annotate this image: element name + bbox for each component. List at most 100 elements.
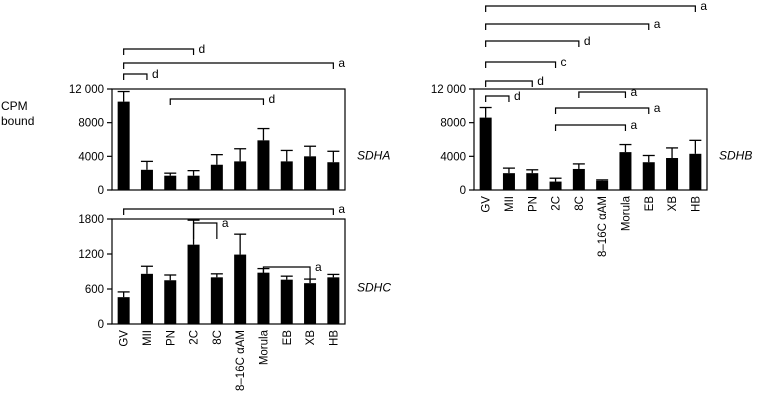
- sdhc-bar-gv: [117, 297, 130, 324]
- sdhb-significance-bracket: [485, 23, 650, 30]
- sdhb-significance-letter: a: [700, 0, 707, 13]
- sdha-significance-bracket: [169, 98, 265, 105]
- sdhc-category-label-2c: 2C: [189, 330, 201, 345]
- sdhc-plot-frame: [111, 218, 346, 325]
- sdhc-bar-xb: [304, 283, 317, 324]
- sdhc-bar-2c: [187, 244, 200, 324]
- sdhb-plot-frame: [473, 88, 708, 191]
- sdha-bar-8c: [210, 164, 223, 190]
- sdhc-y-tick-label: 1800: [78, 214, 104, 226]
- sdhb-bar-2c: [549, 181, 562, 190]
- y-axis-label-line1: CPM: [1, 99, 28, 113]
- sdhb-bar-hb: [689, 153, 702, 190]
- sdhc-bar-8c: [210, 277, 223, 324]
- sdhb-significance-bracket: [485, 5, 696, 12]
- sdhb-significance-bracket: [578, 91, 627, 98]
- sdhb-significance-letter: a: [654, 101, 661, 115]
- sdha-bar-hb: [327, 162, 340, 190]
- sdhb-y-tick-label: 4000: [440, 151, 466, 163]
- sdhc-panel: 0 600 1200 1800 GV MII PN 2C 8C 8–16C αAM Morula EB…: [78, 202, 391, 391]
- sdhc-category-label-eb: EB: [282, 330, 294, 346]
- sdhb-bar-eb: [642, 162, 655, 190]
- sdhb-bar-8-16c-am: [596, 180, 609, 190]
- sdhb-category-label-eb: EB: [644, 196, 656, 212]
- sdhb-category-label-pn: PN: [527, 196, 539, 212]
- sdha-significance-letter: d: [199, 42, 206, 56]
- sdhb-bar-gv: [479, 117, 492, 190]
- sdhb-significance-bracket: [485, 61, 557, 68]
- sdha-significance-bracket: [123, 62, 334, 69]
- sdhc-bar-8-16c-am: [234, 254, 247, 324]
- sdhb-y-tick-label: 12 000: [431, 84, 466, 96]
- sdhc-significance-letter: a: [315, 260, 322, 274]
- sdhb-category-label-morula: Morula: [620, 195, 632, 231]
- sdhb-significance-letter: a: [630, 118, 637, 132]
- sdhb-significance-letter: d: [537, 74, 544, 88]
- sdhb-significance-letter: d: [584, 34, 591, 48]
- sdhc-category-label-gv: GV: [119, 330, 131, 347]
- sdha-y-tick-label: 0: [98, 185, 104, 197]
- sdhc-category-label-pn: PN: [165, 330, 177, 346]
- sdhc-y-tick-label: 600: [85, 284, 104, 296]
- sdha-y-tick-label: 8000: [78, 118, 104, 130]
- sdhb-category-label-xb: XB: [667, 196, 679, 212]
- sdhc-y-tick-label: 0: [98, 319, 104, 331]
- sdhc-bar-morula: [257, 272, 270, 324]
- sdhb-bar-8c: [572, 168, 585, 190]
- sdha-significance-letter: a: [338, 56, 345, 70]
- sdhb-significance-bracket: [485, 95, 510, 102]
- sdha-bar-pn: [164, 175, 177, 190]
- sdha-bar-gv: [117, 101, 130, 190]
- sdhb-category-label-hb: HB: [690, 196, 702, 212]
- sdhb-category-label-8-16c-am: 8–16C αAM: [597, 196, 609, 257]
- sdha-y-tick-label: 4000: [78, 151, 104, 163]
- sdhc-bar-eb: [280, 279, 293, 324]
- sdhc-side-label: SDHC: [357, 281, 391, 295]
- sdhc-bar-mii: [140, 273, 153, 324]
- sdhc-category-label-8c: 8C: [212, 330, 224, 345]
- sdha-panel: 0 4000 8000 12 000 SDHA d d a d: [69, 42, 391, 197]
- sdhb-bar-morula: [619, 152, 632, 190]
- sdha-significance-letter: d: [268, 92, 275, 106]
- sdha-significance-bracket: [123, 48, 195, 55]
- y-axis-label-line2: bound: [1, 114, 34, 128]
- sdhc-significance-bracket: [262, 266, 311, 283]
- sdha-bar-eb: [280, 161, 293, 190]
- sdhb-panel: 0 4000 8000 12 000 GV MII PN 2C 8C 8–16C αAM Morul…: [431, 0, 753, 257]
- sdhb-bar-mii: [502, 173, 515, 190]
- sdhc-significance-bracket: [192, 222, 218, 239]
- sdhb-category-label-8c: 8C: [574, 196, 586, 211]
- sdha-y-tick-label: 12 000: [69, 84, 104, 96]
- sdha-significance-letter: d: [152, 67, 159, 81]
- sdhc-y-tick-label: 1200: [78, 249, 104, 261]
- sdhb-significance-letter: c: [561, 55, 567, 69]
- sdhc-significance-bracket: [123, 208, 334, 215]
- sdhb-significance-bracket: [554, 107, 650, 114]
- sdhb-y-tick-label: 8000: [440, 118, 466, 130]
- sdhb-category-label-gv: GV: [481, 196, 493, 213]
- sdhc-significance-letter: a: [222, 216, 229, 230]
- sdha-bar-8-16c-am: [234, 161, 247, 190]
- sdha-bar-xb: [304, 156, 317, 190]
- sdha-bar-mii: [140, 169, 153, 190]
- sdha-side-label: SDHA: [357, 149, 390, 163]
- sdhb-significance-letter: d: [514, 89, 521, 103]
- sdhb-significance-bracket: [554, 124, 627, 131]
- sdha-bar-2c: [187, 175, 200, 190]
- sdha-significance-bracket: [123, 73, 148, 80]
- sdhb-significance-bracket: [485, 80, 533, 87]
- sdha-plot-frame: [111, 88, 346, 191]
- sdhc-significance-letter: a: [338, 202, 345, 216]
- sdhb-significance-letter: a: [630, 85, 637, 99]
- sdhb-category-label-mii: MII: [504, 196, 516, 212]
- sdhb-category-label-2c: 2C: [551, 196, 563, 211]
- sdhc-bar-pn: [164, 280, 177, 324]
- sdhb-side-label: SDHB: [719, 149, 752, 163]
- sdhb-bar-xb: [666, 158, 679, 190]
- sdhb-bar-pn: [526, 173, 539, 190]
- sdhc-category-label-8-16c-am: 8–16C αAM: [235, 330, 247, 391]
- sdhc-category-label-xb: XB: [305, 330, 317, 346]
- sdha-bar-morula: [257, 140, 270, 190]
- sdhc-bar-hb: [327, 277, 340, 324]
